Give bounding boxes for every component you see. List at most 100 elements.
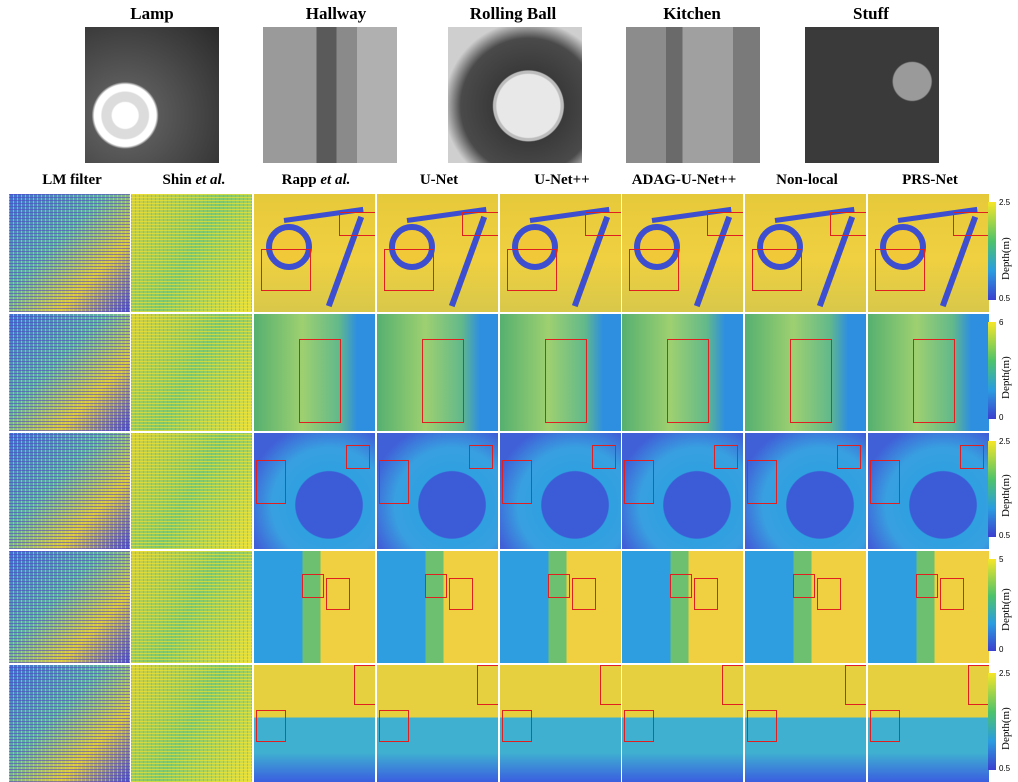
colorbar-hallway (988, 322, 996, 419)
method-label-unetpp: U-Net++ (534, 172, 590, 188)
roi-box (667, 339, 709, 423)
depth-map-lamp-adag-unetpp (622, 194, 743, 312)
roi-box (714, 445, 738, 469)
scene-image-kitchen (626, 27, 760, 163)
roi-box (354, 665, 375, 705)
roi-box (913, 339, 955, 423)
depth-map-rolling-ball-lm-filter (9, 433, 130, 549)
colorbar-min-tick: 0.5 (999, 764, 1011, 773)
method-label-non-local: Non-local (776, 172, 838, 188)
roi-box (845, 665, 866, 705)
roi-box (507, 249, 557, 291)
roi-box (449, 578, 473, 610)
roi-box (624, 710, 654, 742)
roi-box (469, 445, 493, 469)
scene-image-stuff (805, 27, 939, 163)
lamp-ring-shape (880, 224, 926, 270)
colorbar-max-tick: 2.5 (999, 198, 1011, 207)
roi-box (790, 339, 832, 423)
depth-map-hallway-non-local (745, 314, 866, 431)
colorbar-min-tick: 0.5 (999, 531, 1011, 540)
roi-box (752, 249, 802, 291)
depth-map-rolling-ball-unet (377, 433, 498, 549)
depth-map-stuff-lm-filter (9, 665, 130, 782)
colorbar-max-tick: 2.5 (999, 437, 1011, 446)
roi-box (261, 249, 311, 291)
colorbar-label: Depth(m) (1000, 707, 1012, 750)
roi-box (256, 460, 286, 504)
depth-map-stuff-unetpp (500, 665, 621, 782)
roi-box (422, 339, 464, 423)
depth-map-stuff-shin (131, 665, 252, 782)
depth-map-kitchen-unetpp (500, 551, 621, 663)
colorbar-label: Depth(m) (1000, 356, 1012, 399)
lamp-ring-shape (757, 224, 803, 270)
colorbar-label: Depth(m) (1000, 588, 1012, 631)
roi-box (379, 460, 409, 504)
roi-box (502, 710, 532, 742)
roi-box (302, 574, 324, 598)
roi-box (548, 574, 570, 598)
depth-map-hallway-rapp (254, 314, 375, 431)
roi-box (326, 578, 350, 610)
roi-box (707, 212, 743, 236)
depth-map-rolling-ball-shin (131, 433, 252, 549)
roi-box (870, 710, 900, 742)
method-label-adag-unetpp: ADAG-U-Net++ (631, 172, 737, 188)
lamp-ring-shape (634, 224, 680, 270)
roi-box (256, 710, 286, 742)
method-label-unet: U-Net (419, 172, 459, 188)
colorbar-label: Depth(m) (1000, 237, 1012, 280)
depth-map-hallway-lm-filter (9, 314, 130, 431)
depth-map-hallway-adag-unetpp (622, 314, 743, 431)
colorbar-kitchen (988, 559, 996, 651)
scene-image-lamp (85, 27, 219, 163)
roi-box (747, 710, 777, 742)
roi-box (793, 574, 815, 598)
method-label-lm-filter: LM filter (42, 172, 102, 188)
scene-image-hallway (263, 27, 397, 163)
lamp-ring-shape (266, 224, 312, 270)
roi-box (670, 574, 692, 598)
depth-map-stuff-rapp (254, 665, 375, 782)
roi-box (384, 249, 434, 291)
colorbar-stuff (988, 673, 996, 770)
colorbar-max-tick: 6 (999, 318, 1004, 327)
roi-box (346, 445, 370, 469)
depth-map-lamp-prs-net (868, 194, 989, 312)
roi-box (875, 249, 925, 291)
roi-box (592, 445, 616, 469)
lamp-ring-shape (512, 224, 558, 270)
roi-box (585, 212, 621, 236)
roi-box (600, 665, 621, 705)
depth-map-kitchen-lm-filter (9, 551, 130, 663)
depth-map-hallway-prs-net (868, 314, 989, 431)
roi-box (817, 578, 841, 610)
colorbar-min-tick: 0 (999, 413, 1004, 422)
roi-box (624, 460, 654, 504)
roi-box (629, 249, 679, 291)
roi-box (747, 460, 777, 504)
scene-title-kitchen: Kitchen (663, 4, 721, 23)
depth-map-kitchen-adag-unetpp (622, 551, 743, 663)
roi-box (462, 212, 498, 236)
colorbar-lamp (988, 202, 996, 300)
roi-box (953, 212, 989, 236)
roi-box (379, 710, 409, 742)
depth-map-hallway-unet (377, 314, 498, 431)
lamp-ring-shape (389, 224, 435, 270)
scene-title-hallway: Hallway (305, 4, 367, 23)
roi-box (722, 665, 743, 705)
method-label-prs-net: PRS-Net (902, 172, 958, 188)
depth-map-rolling-ball-unetpp (500, 433, 621, 549)
scene-title-lamp: Lamp (130, 4, 174, 23)
roi-box (830, 212, 866, 236)
colorbar-max-tick: 5 (999, 555, 1004, 564)
depth-map-rolling-ball-adag-unetpp (622, 433, 743, 549)
depth-map-hallway-shin (131, 314, 252, 431)
colorbar-min-tick: 0 (999, 645, 1004, 654)
depth-map-stuff-adag-unetpp (622, 665, 743, 782)
roi-box (502, 460, 532, 504)
colorbar-max-tick: 2.5 (999, 669, 1011, 678)
roi-box (694, 578, 718, 610)
